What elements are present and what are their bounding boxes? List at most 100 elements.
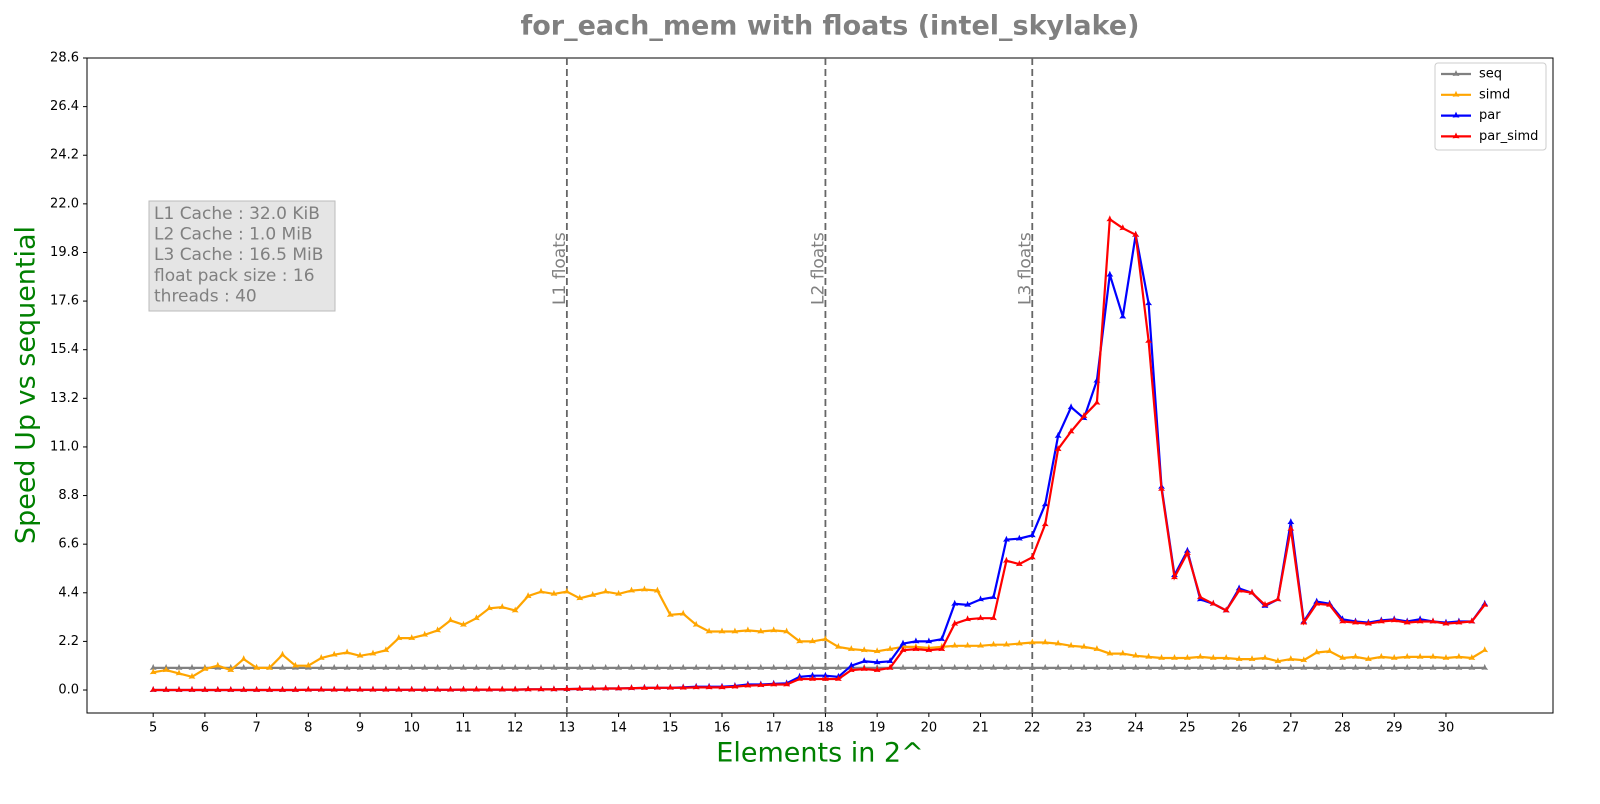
point-marker [1377, 652, 1385, 659]
point-marker [1261, 654, 1269, 660]
point-marker [460, 685, 467, 692]
point-marker [485, 685, 493, 692]
point-marker [1171, 663, 1178, 670]
point-marker [317, 654, 325, 660]
point-marker [304, 661, 312, 668]
point-marker [1364, 663, 1372, 670]
point-marker [1106, 215, 1114, 222]
point-marker [1416, 617, 1424, 624]
point-marker [731, 682, 739, 689]
point-marker [1015, 560, 1023, 567]
point-marker [356, 685, 364, 692]
point-marker [356, 651, 364, 658]
series-line [153, 217, 1486, 692]
plot-area [86, 57, 1554, 714]
point-marker [1158, 663, 1165, 670]
point-marker [860, 665, 868, 671]
point-marker [188, 663, 196, 670]
point-marker [938, 635, 946, 642]
point-marker [860, 657, 868, 664]
x-tick-label: 12 [507, 721, 524, 736]
point-marker [641, 663, 648, 670]
point-marker [240, 655, 248, 662]
point-marker [666, 683, 674, 690]
point-marker [1248, 663, 1256, 670]
point-marker [1416, 663, 1424, 670]
point-marker [1171, 654, 1178, 660]
point-marker [990, 614, 997, 621]
point-marker [1093, 398, 1101, 405]
point-marker [550, 685, 558, 692]
point-marker [1041, 663, 1049, 670]
point-marker [291, 661, 299, 668]
point-marker [434, 663, 442, 670]
point-marker [770, 663, 778, 670]
y-tick-label: 17.6 [50, 294, 79, 309]
point-marker [615, 589, 623, 596]
point-marker [1352, 663, 1359, 670]
point-marker [1145, 663, 1153, 670]
point-marker [1054, 663, 1062, 670]
legend-label: simd [1479, 87, 1510, 102]
point-marker [1067, 641, 1075, 648]
point-marker [279, 686, 286, 692]
point-marker [628, 663, 635, 670]
point-marker [1209, 663, 1217, 670]
x-tick-label: 6 [201, 721, 209, 736]
point-marker [576, 663, 584, 670]
point-marker [550, 663, 558, 670]
point-marker [938, 663, 946, 670]
point-marker [1248, 655, 1256, 662]
point-marker [705, 663, 713, 670]
point-marker [460, 620, 467, 627]
point-marker [434, 685, 442, 692]
y-tick-label: 26.4 [50, 99, 79, 114]
point-marker [615, 663, 623, 670]
point-marker [1106, 270, 1114, 277]
point-marker [938, 645, 946, 652]
point-marker [1132, 663, 1140, 670]
point-marker [1171, 573, 1178, 580]
point-marker [1054, 639, 1062, 646]
point-marker [731, 663, 739, 670]
point-marker [1300, 663, 1308, 670]
point-marker [1015, 639, 1023, 646]
point-marker [1416, 652, 1424, 659]
annotation-box [148, 200, 336, 312]
point-marker [576, 594, 584, 601]
point-marker [201, 686, 209, 692]
x-tick-label: 19 [869, 721, 886, 736]
point-marker [1429, 617, 1437, 624]
point-marker [1196, 663, 1204, 670]
point-marker [602, 684, 610, 691]
x-tick-label: 29 [1386, 721, 1403, 736]
point-marker [834, 663, 842, 670]
point-marker [990, 663, 997, 670]
point-marker [408, 685, 416, 692]
point-marker [1145, 336, 1153, 343]
point-marker [1429, 652, 1437, 659]
point-marker [641, 684, 648, 690]
point-marker [1235, 655, 1243, 662]
point-marker [175, 663, 183, 670]
x-tick-label: 5 [149, 721, 157, 736]
point-marker [1054, 431, 1062, 438]
point-marker [977, 663, 984, 670]
point-marker [1119, 649, 1127, 656]
point-marker [1145, 652, 1153, 659]
point-marker [1339, 617, 1346, 624]
x-tick-label: 22 [1024, 721, 1041, 736]
point-marker [149, 668, 157, 675]
point-marker [1041, 500, 1049, 507]
point-marker [498, 663, 506, 670]
point-marker [757, 681, 765, 688]
point-marker [628, 586, 635, 593]
point-marker [1054, 445, 1062, 452]
point-marker [705, 683, 713, 690]
point-marker [291, 686, 299, 692]
point-marker [1287, 518, 1295, 525]
point-marker [240, 663, 248, 670]
point-marker [886, 663, 894, 670]
point-marker [744, 663, 752, 670]
x-tick-label: 10 [403, 721, 420, 736]
